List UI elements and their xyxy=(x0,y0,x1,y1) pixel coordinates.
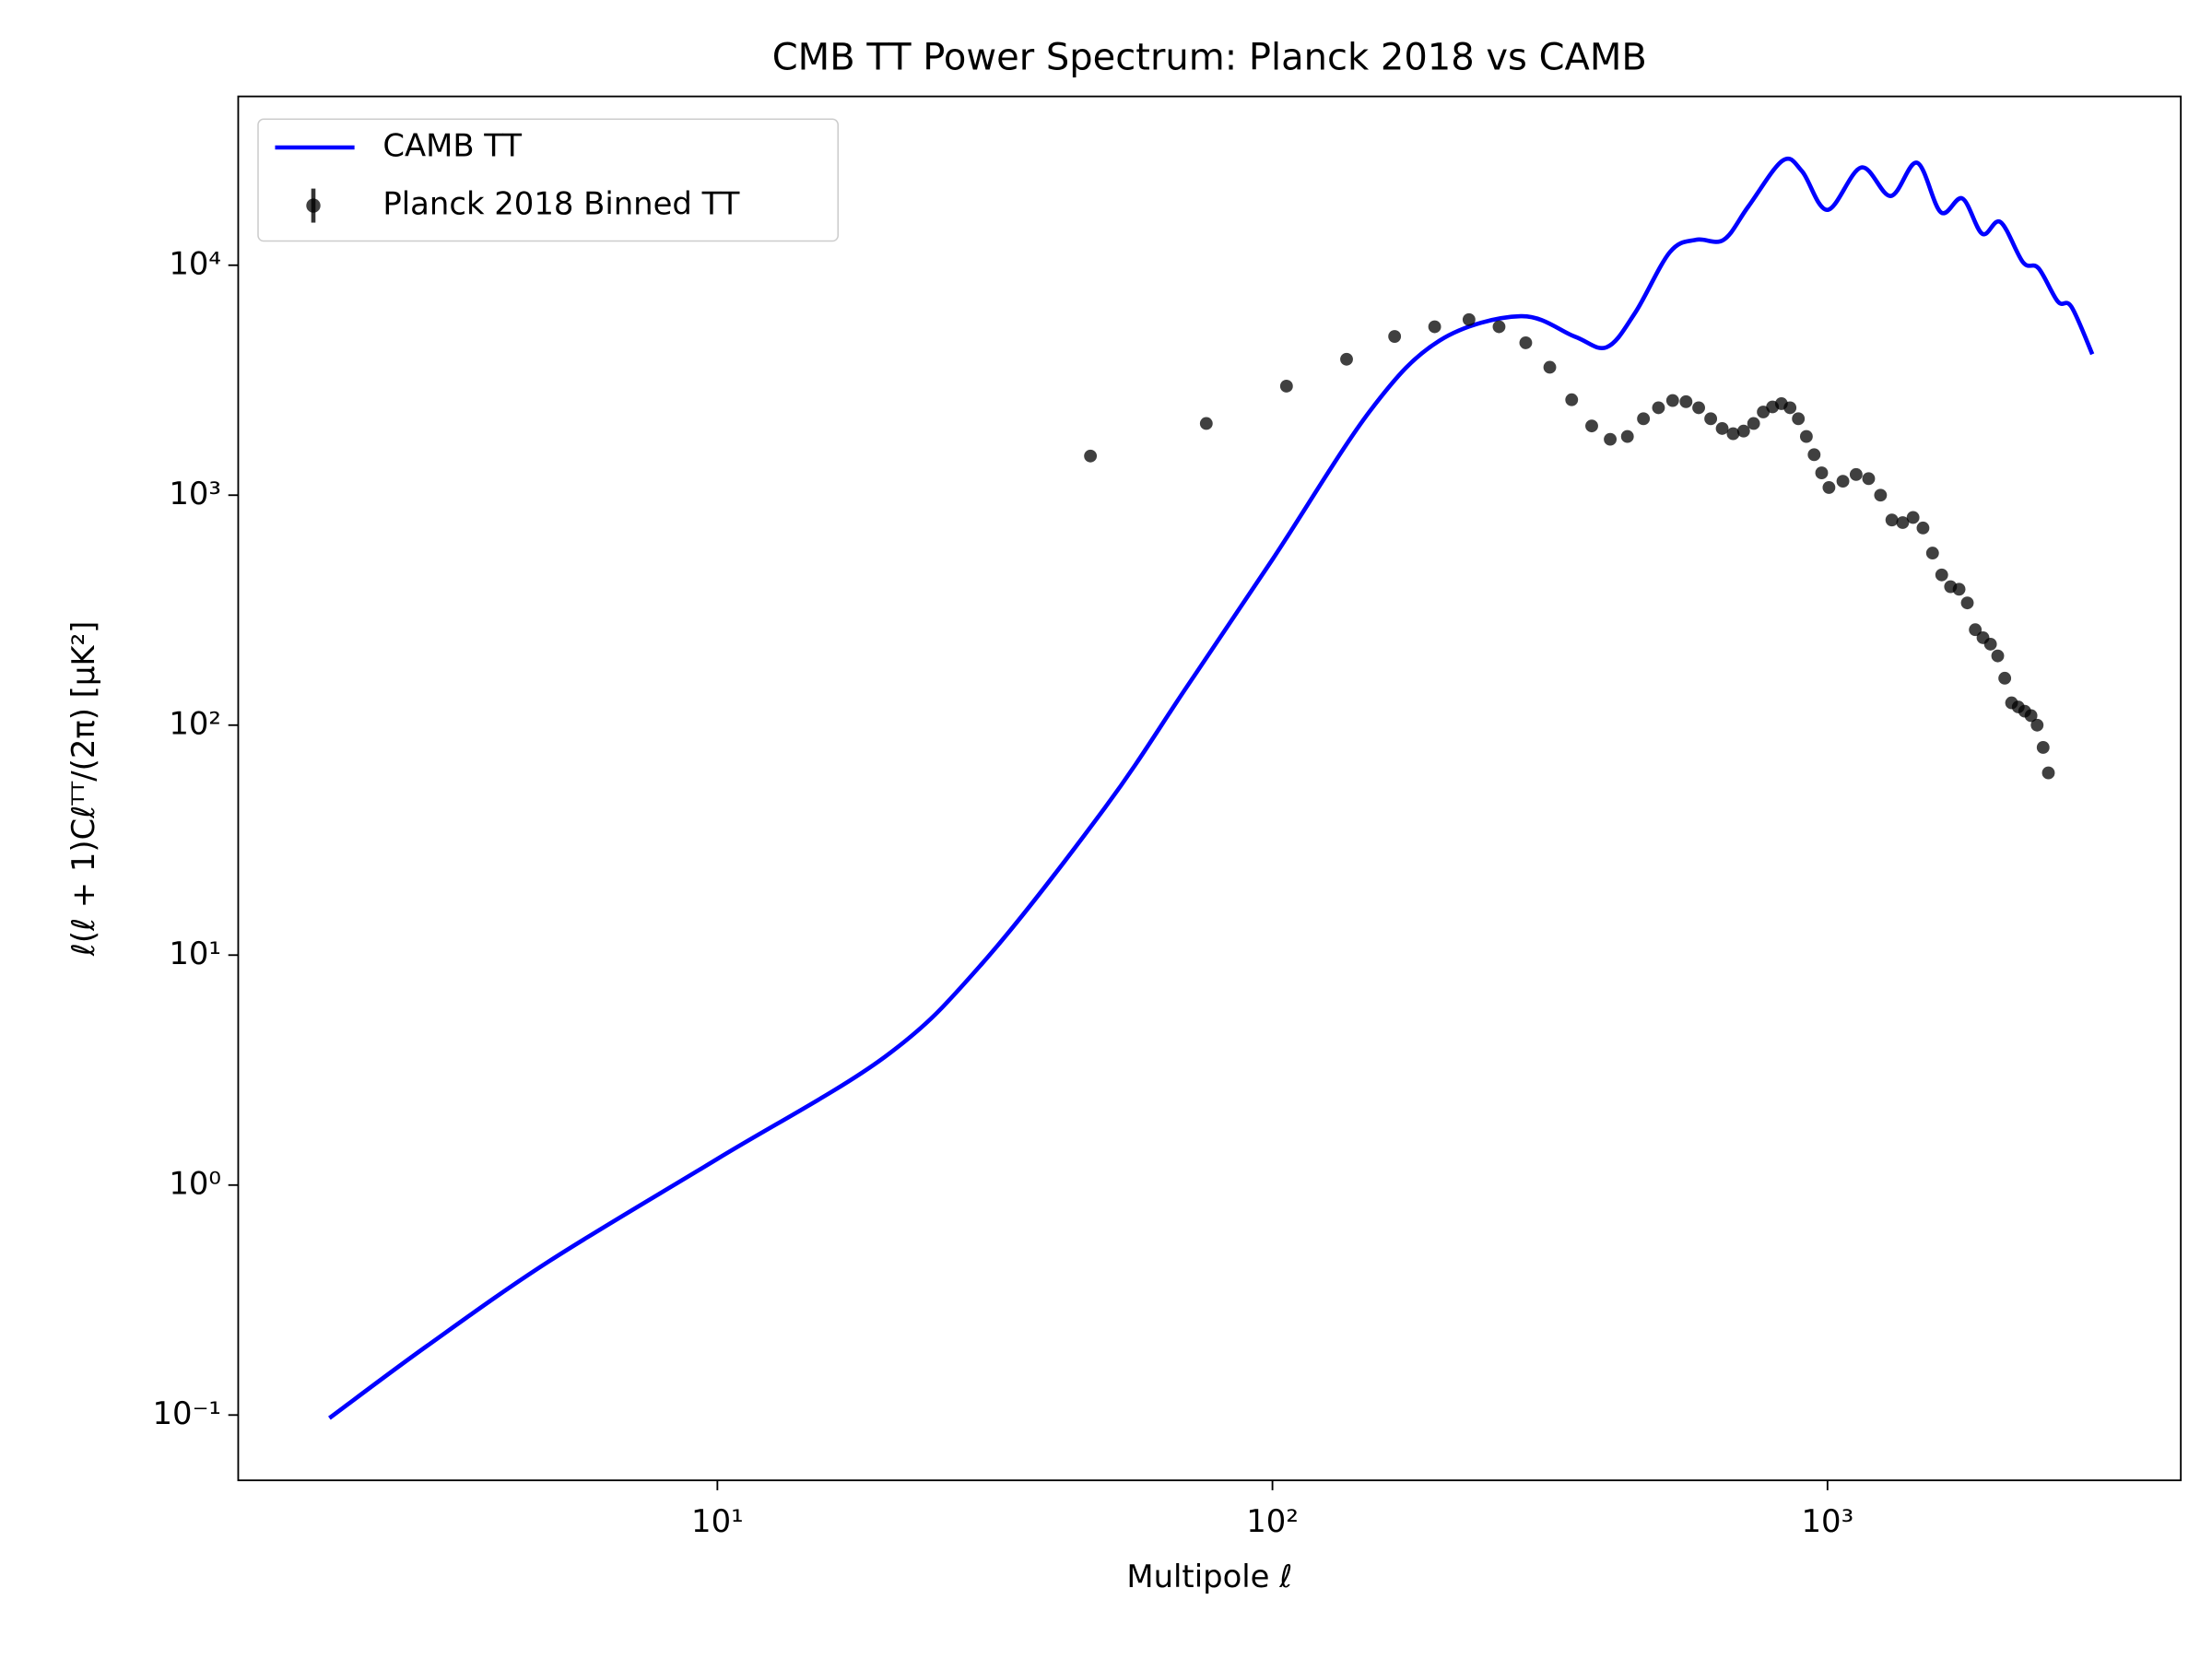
y-tick-label: 10⁰ xyxy=(169,1165,221,1201)
data-point xyxy=(1783,401,1797,415)
data-point xyxy=(1679,394,1693,408)
data-point xyxy=(1428,320,1441,334)
data-point xyxy=(1822,480,1836,494)
data-point xyxy=(1652,401,1665,415)
data-point xyxy=(1935,568,1948,582)
data-point xyxy=(1715,421,1729,435)
data-point xyxy=(1991,649,2005,663)
data-point xyxy=(1585,419,1598,433)
y-tick-label: 10⁻¹ xyxy=(153,1395,221,1431)
data-point xyxy=(1906,511,1920,524)
legend-box xyxy=(257,118,839,242)
data-point xyxy=(1969,623,1983,637)
chart-title: CMB TT Power Spectrum: Planck 2018 vs CA… xyxy=(772,37,1647,79)
data-point xyxy=(1462,312,1476,326)
data-point xyxy=(1815,466,1829,480)
data-point xyxy=(1874,488,1888,502)
y-tick-label: 10¹ xyxy=(169,935,221,971)
data-point xyxy=(1983,637,1997,651)
data-point xyxy=(1807,448,1821,462)
data-point xyxy=(1084,449,1098,463)
data-point xyxy=(2041,766,2055,780)
x-axis-label: Multipole ℓ xyxy=(1126,1559,1292,1594)
data-point xyxy=(2036,741,2050,754)
x-tick-label: 10² xyxy=(1246,1503,1299,1539)
data-point xyxy=(1199,417,1213,430)
data-point xyxy=(2024,709,2038,723)
data-point xyxy=(1736,424,1750,438)
data-point xyxy=(1849,467,1863,481)
legend-marker xyxy=(306,198,321,213)
data-point xyxy=(1519,335,1533,349)
x-tick-label: 10¹ xyxy=(691,1503,744,1539)
y-axis-label: ℓ(ℓ + 1)Cℓᵀᵀ/(2π) [μK²] xyxy=(65,621,101,957)
data-point xyxy=(1665,394,1679,407)
legend-label: CAMB TT xyxy=(382,127,522,163)
data-point xyxy=(1792,412,1806,426)
data-point xyxy=(1604,432,1617,446)
data-point xyxy=(1388,330,1402,343)
data-point xyxy=(1620,429,1634,443)
data-point xyxy=(1492,320,1506,334)
data-point xyxy=(1998,671,2012,685)
y-tick-label: 10² xyxy=(169,705,221,741)
data-point xyxy=(2030,718,2044,732)
y-tick-label: 10⁴ xyxy=(169,245,221,281)
y-tick-label: 10³ xyxy=(169,476,221,512)
data-point xyxy=(1925,547,1939,560)
plot-area xyxy=(328,156,2095,1420)
data-point xyxy=(1692,401,1705,415)
data-point xyxy=(1836,475,1850,488)
data-point xyxy=(1340,352,1353,366)
data-point xyxy=(1543,360,1557,374)
data-point xyxy=(1952,582,1966,596)
camb-line xyxy=(328,156,2095,1420)
legend: CAMB TT Planck 2018 Binned TT xyxy=(257,118,839,242)
data-point xyxy=(1637,412,1651,426)
data-point xyxy=(1896,516,1910,529)
x-tick-label: 10³ xyxy=(1802,1503,1854,1539)
data-point xyxy=(1565,393,1579,406)
data-point xyxy=(1747,417,1760,430)
data-point xyxy=(1960,596,1974,610)
data-point xyxy=(1885,513,1899,527)
data-point xyxy=(1704,412,1718,426)
data-point xyxy=(1862,472,1876,486)
axes-frame xyxy=(237,95,2183,1482)
data-point xyxy=(1916,521,1930,535)
legend-label: Planck 2018 Binned TT xyxy=(382,186,739,222)
data-point xyxy=(1799,429,1813,443)
data-point xyxy=(1279,380,1293,393)
data-point xyxy=(1726,427,1740,441)
